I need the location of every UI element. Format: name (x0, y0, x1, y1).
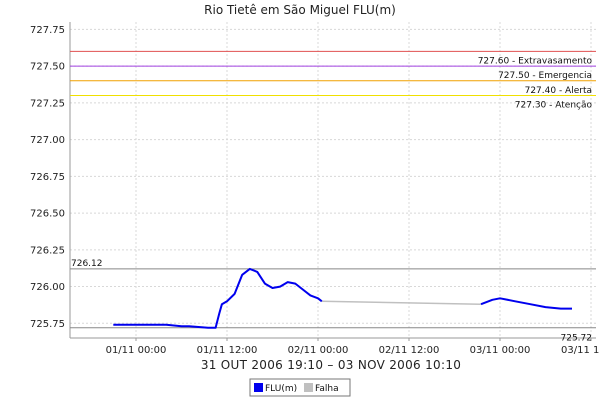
max-marker-label: 726.12 (71, 259, 103, 269)
x-tick-label: 03/11 00:00 (470, 345, 531, 356)
min-marker-label: 725.72 (561, 334, 593, 344)
legend-box (249, 378, 351, 397)
y-tick-label: 727.25 (30, 98, 65, 109)
threshold-lines: 727.60 - Extravasamento 727.50 - Emergen… (70, 50, 596, 110)
falha-series-line (321, 300, 482, 305)
y-tick-label: 726.75 (30, 172, 65, 183)
x-tick-label: 02/11 00:00 (288, 345, 349, 356)
x-tick-label: 03/11 12 (561, 345, 600, 356)
y-tick-label: 727.75 (30, 25, 65, 36)
flu-series-line (113, 267, 323, 329)
legend-label-flu: FLU(m) (265, 384, 297, 394)
max-min-markers: 726.12 725.72 (70, 259, 596, 344)
chart-title: Rio Tietê em São Miguel FLU(m) (204, 3, 396, 17)
y-tick-label: 725.75 (30, 319, 65, 330)
threshold-label-extravasamento: 727.60 - Extravasamento (478, 56, 593, 66)
x-tick-label: 01/11 12:00 (197, 345, 258, 356)
y-tick-label: 727.00 (30, 135, 65, 146)
legend: FLU(m) Falha (249, 378, 351, 397)
y-tick-label: 726.50 (30, 209, 65, 220)
y-tick-label: 726.00 (30, 282, 65, 293)
plot-area (70, 22, 596, 338)
x-gridlines (135, 22, 592, 341)
threshold-label-alerta: 727.40 - Alerta (525, 86, 592, 96)
legend-swatch-flu (254, 383, 263, 392)
legend-label-falha: Falha (315, 384, 339, 394)
y-tick-label: 727.50 (30, 62, 65, 73)
series-lines (113, 267, 572, 329)
y-axis: 727.75 727.50 727.25 727.00 726.75 726.5… (30, 25, 65, 330)
x-axis: 01/11 00:00 01/11 12:00 02/11 00:00 02/1… (106, 345, 600, 356)
threshold-label-atencao: 727.30 - Atenção (515, 100, 593, 110)
legend-swatch-falha (304, 383, 313, 392)
y-tick-label: 726.25 (30, 245, 65, 256)
flu-series-line (480, 297, 572, 310)
x-axis-label: 31 OUT 2006 19:10 – 03 NOV 2006 10:10 (201, 358, 461, 372)
x-tick-label: 01/11 00:00 (106, 345, 167, 356)
x-tick-label: 02/11 12:00 (379, 345, 440, 356)
threshold-label-emergencia: 727.50 - Emergencia (498, 71, 592, 81)
